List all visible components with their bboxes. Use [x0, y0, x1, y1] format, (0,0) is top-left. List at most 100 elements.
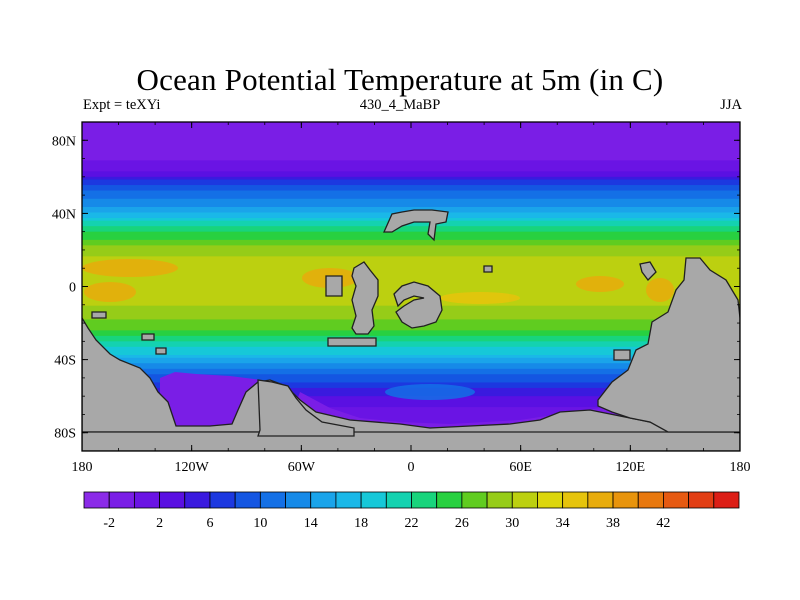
temperature-band [82, 231, 740, 236]
temperature-band [82, 349, 740, 353]
temperature-band [82, 371, 740, 375]
temperature-band [82, 130, 740, 134]
temperature-band [82, 223, 740, 227]
temperature-band [82, 335, 740, 340]
colorbar-swatch [486, 491, 513, 509]
temperature-band [82, 278, 740, 282]
temperature-band [82, 418, 740, 422]
temperature-band [82, 242, 740, 246]
temperature-band [82, 275, 740, 279]
temperature-band [82, 297, 740, 301]
x-tick-label: 120E [616, 460, 646, 475]
colorbar-swatch [663, 491, 690, 509]
x-tick-label: 60E [509, 460, 532, 475]
temperature-band [82, 330, 740, 334]
colorbar-label: 26 [455, 516, 469, 531]
temperature-band [82, 138, 740, 142]
temperature-band [82, 182, 740, 186]
colorbar-swatch [133, 491, 160, 509]
temperature-band [82, 141, 740, 145]
temperature-band [82, 355, 740, 359]
temperature-band [82, 352, 740, 356]
island-indian-north [639, 261, 657, 281]
cool-tongue-south-atlantic [385, 384, 475, 400]
temperature-band [82, 154, 740, 159]
land-masses [82, 209, 740, 451]
experiment-label: Expt = teXYi [83, 97, 161, 113]
colorbar-label: 30 [505, 516, 519, 531]
temperature-band [82, 248, 740, 252]
colorbar-label: 6 [206, 516, 213, 531]
temperature-band [82, 149, 740, 153]
temperature-band [82, 412, 740, 416]
temperature-band [82, 272, 740, 277]
x-tick-label: 120W [175, 460, 210, 475]
temperature-band [82, 253, 740, 257]
temperature-band [82, 341, 740, 345]
colorbar-label: 38 [606, 516, 620, 531]
y-tick-label: 40S [54, 354, 76, 369]
temperature-band [82, 363, 740, 367]
temperature-band [82, 407, 740, 411]
colorbar-label: 18 [354, 516, 368, 531]
colorbar-label: 22 [405, 516, 419, 531]
colorbar-label: -2 [103, 516, 115, 531]
temperature-band [82, 226, 740, 230]
colorbar-swatch [360, 491, 387, 509]
temperature-band [82, 409, 740, 414]
temperature-band [82, 163, 740, 167]
west-african-landmass [351, 261, 379, 335]
colorbar-swatch [234, 491, 261, 509]
y-tick-label: 80S [54, 427, 76, 442]
temperature-band [82, 366, 740, 370]
temperature-band [82, 135, 740, 140]
colorbar-swatch [411, 491, 438, 509]
temperature-band [82, 190, 740, 194]
temperature-band [82, 379, 740, 384]
temperature-band [82, 404, 740, 408]
australasian-landmass [597, 257, 740, 433]
temperature-colorbar: -2 2 6 10 14 18 22 26 30 34 38 42 [83, 491, 740, 531]
x-tick-label: 180 [72, 460, 93, 475]
temperature-band [82, 160, 740, 164]
colorbar-swatch [436, 491, 463, 509]
temperature-band [82, 237, 740, 241]
warm-pool-tethys [440, 292, 520, 304]
temperature-band [82, 259, 740, 263]
temperature-band [82, 270, 740, 274]
temperature-band [82, 415, 740, 419]
y-tick-label: 0 [69, 281, 76, 296]
warm-pool-east [646, 278, 674, 302]
colorbar-swatch [385, 491, 412, 509]
colorbar-swatch [713, 491, 740, 509]
temperature-band [82, 193, 740, 197]
temperature-band [82, 256, 740, 260]
temperature-band [82, 127, 740, 131]
y-tick-label: 40N [52, 207, 76, 222]
temperature-band [82, 157, 740, 161]
temperature-band [82, 398, 740, 403]
temperature-band [82, 239, 740, 244]
temperature-band [82, 132, 740, 137]
colorbar-swatch [159, 491, 186, 509]
temperature-band [82, 171, 740, 175]
temperature-band [82, 245, 740, 249]
north-american-landmass [382, 209, 449, 242]
warm-pool-pacific-west [84, 282, 136, 302]
island-pacific-southeast [155, 347, 167, 355]
colorbar-swatch [83, 491, 110, 509]
island-pacific-south [141, 333, 155, 341]
island-equatorial-east [483, 265, 493, 273]
temperature-band [82, 368, 740, 373]
temperature-band [82, 382, 740, 386]
colorbar-swatch [310, 491, 337, 509]
island-south-african [327, 337, 377, 347]
colorbar-swatch [637, 491, 664, 509]
temperature-band [82, 176, 740, 181]
colorbar-swatch [688, 491, 715, 509]
temperature-band [82, 234, 740, 238]
temperature-band [82, 187, 740, 192]
period-label: 430_4_MaBP [359, 97, 441, 113]
colorbar-swatch [562, 491, 589, 509]
